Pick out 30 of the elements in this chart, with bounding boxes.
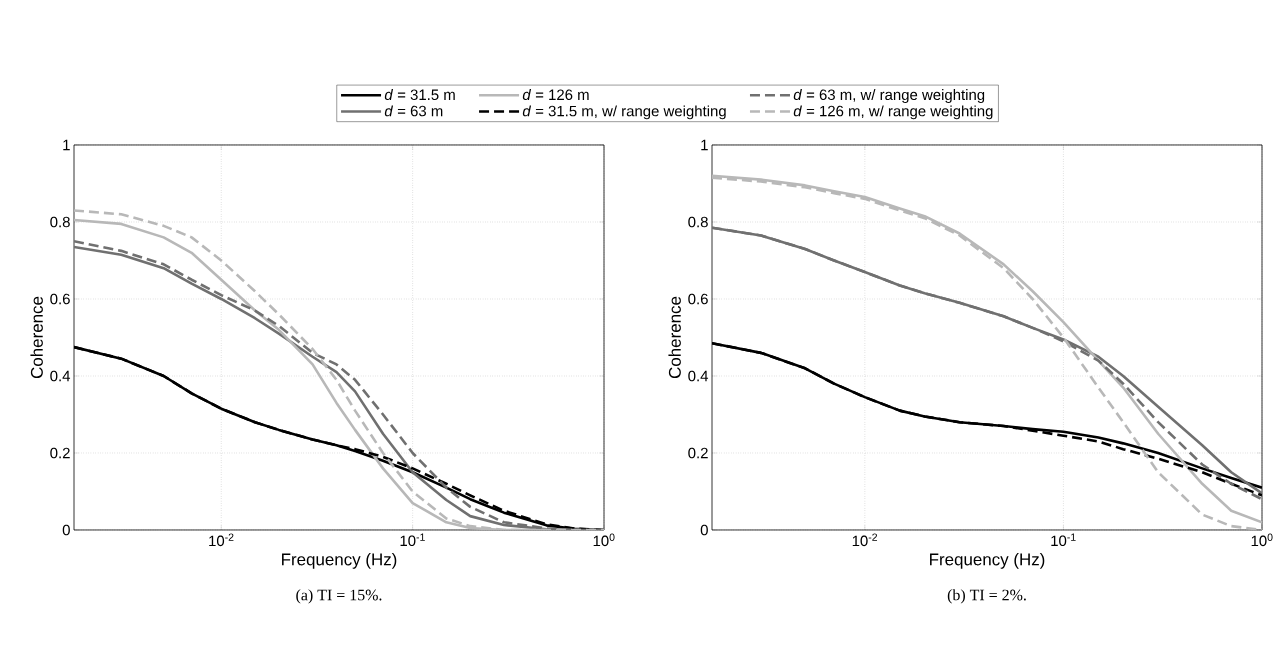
x-tick-label: 10$^{-1}$ bbox=[1051, 533, 1076, 547]
text: (b) TI = 2%. bbox=[947, 589, 1026, 604]
y-axis-title: Coherence bbox=[30, 296, 43, 379]
legend-label: d = 126 m bbox=[522, 89, 589, 101]
y-tick-label: 0.4 bbox=[688, 370, 709, 382]
x-axis-title: Frequency (Hz) bbox=[282, 553, 397, 569]
y-tick-label: 0 bbox=[62, 524, 70, 536]
x-tick-label: 10$^{-1}$ bbox=[400, 533, 425, 547]
y-tick-label: 0.4 bbox=[50, 370, 71, 382]
legend-label: d = 126 m, w/ range weighting bbox=[793, 105, 993, 120]
x-axis-title: Frequency (Hz) bbox=[930, 553, 1045, 569]
x-tick-label: 10$^{-2}$ bbox=[209, 533, 234, 547]
y-tick-label: 0.2 bbox=[50, 447, 70, 459]
y-tick-label: 1 bbox=[63, 139, 70, 151]
y-tick-label: 0.8 bbox=[50, 216, 70, 228]
text: (a) TI = 15%. bbox=[296, 589, 382, 604]
y-tick-label: 0 bbox=[700, 524, 708, 536]
y-axis-title: Coherence bbox=[668, 296, 681, 379]
y-tick-label: 0.8 bbox=[688, 216, 708, 228]
y-tick-label: 0.2 bbox=[688, 447, 708, 459]
legend-label: d = 31.5 m bbox=[384, 89, 455, 101]
x-tick-label: 10$^{0}$ bbox=[593, 533, 615, 547]
y-tick-label: 0.6 bbox=[50, 293, 70, 305]
y-tick-label: 0.6 bbox=[688, 293, 708, 305]
legend-label: d = 63 m bbox=[384, 105, 443, 117]
legend-label: d = 63 m, w/ range weighting bbox=[793, 89, 985, 103]
y-tick-label: 1 bbox=[701, 139, 708, 151]
legend-label: d = 31.5 m, w/ range weighting bbox=[522, 105, 726, 120]
x-tick-label: 10$^{0}$ bbox=[1251, 533, 1273, 547]
x-tick-label: 10$^{-2}$ bbox=[852, 533, 878, 547]
